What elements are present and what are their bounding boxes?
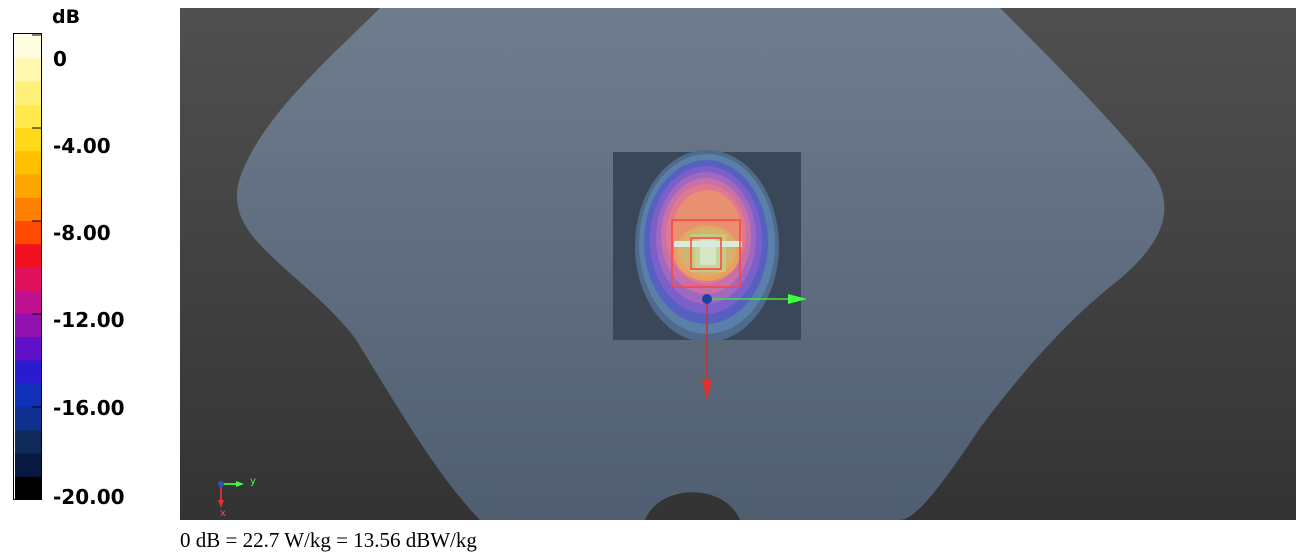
colorbar-segment bbox=[15, 267, 41, 292]
legend-unit-label: dB bbox=[52, 6, 81, 28]
colorbar-segment bbox=[15, 453, 41, 478]
legend-tick-label: -8.00 bbox=[53, 221, 111, 245]
sar-contours bbox=[635, 150, 779, 342]
colorbar-segment bbox=[15, 430, 41, 454]
triad-y-label: y bbox=[250, 476, 256, 487]
colorbar-segment bbox=[15, 104, 41, 129]
legend-tick-label: -12.00 bbox=[53, 308, 125, 332]
legend-tick-label: 0 bbox=[53, 47, 67, 71]
colorbar-segment bbox=[15, 221, 41, 245]
3d-viewport[interactable]: y x bbox=[180, 8, 1296, 520]
colorbar-segment bbox=[15, 197, 41, 222]
colorbar-segment bbox=[15, 314, 41, 338]
colorbar-segment bbox=[15, 128, 41, 152]
colorbar-segment bbox=[15, 81, 41, 106]
colorbar bbox=[13, 33, 42, 500]
orientation-triad: y x bbox=[218, 476, 256, 519]
zoom-scan-box bbox=[690, 237, 722, 270]
colorbar-segment bbox=[15, 290, 41, 315]
colorbar-segment bbox=[15, 151, 41, 175]
colorbar-segment bbox=[15, 407, 41, 431]
colorbar-segment bbox=[15, 383, 41, 408]
coordinate-axes bbox=[702, 294, 807, 401]
legend-tick-label: -4.00 bbox=[53, 134, 111, 158]
sar-distribution-view: y x bbox=[180, 8, 1296, 520]
colorbar-segment bbox=[15, 337, 41, 361]
color-scale-legend: dB 0 -4.00 -8.00 -12.00 -16.00 -20.00 bbox=[0, 0, 178, 520]
legend-tick-label: -20.00 bbox=[53, 485, 125, 509]
colorbar-segment bbox=[15, 174, 41, 199]
legend-tick-label: -16.00 bbox=[53, 396, 125, 420]
colorbar-segment bbox=[15, 244, 41, 268]
colorbar-segment bbox=[15, 476, 41, 499]
triad-x-label: x bbox=[220, 508, 226, 519]
colorbar-segment bbox=[15, 58, 41, 82]
colorbar-segment bbox=[15, 35, 41, 59]
area-scan-box bbox=[671, 219, 741, 288]
colorbar-segment bbox=[15, 360, 41, 385]
reference-value-caption: 0 dB = 22.7 W/kg = 13.56 dBW/kg bbox=[180, 528, 477, 552]
